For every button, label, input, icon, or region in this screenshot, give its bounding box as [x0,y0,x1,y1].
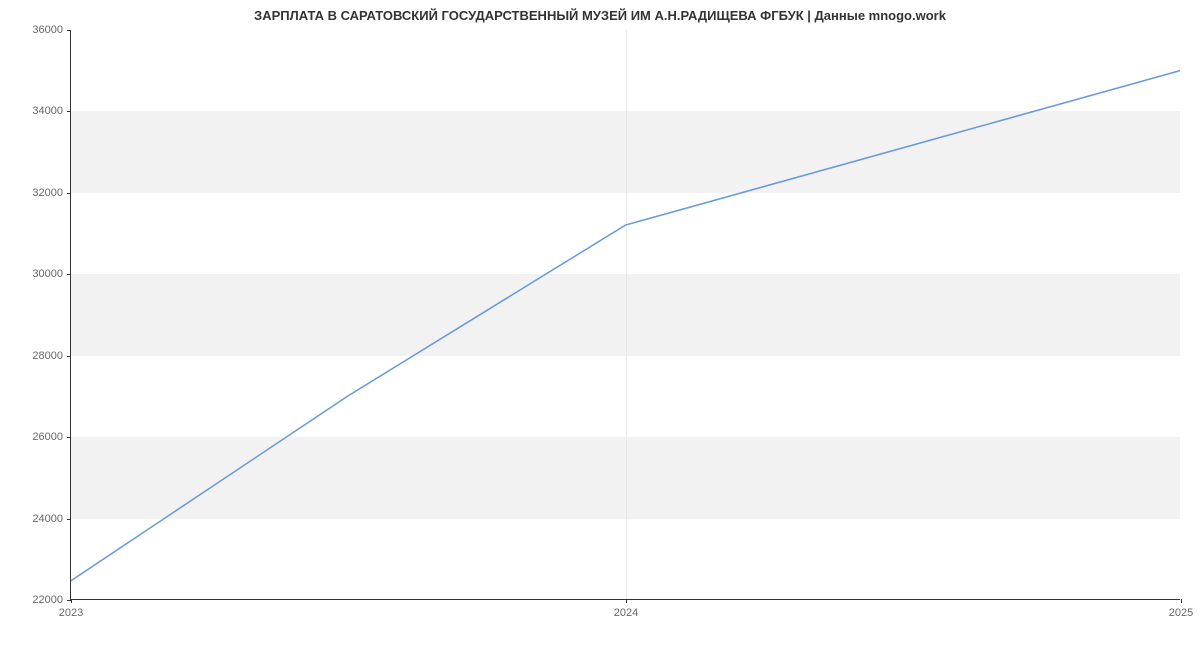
y-tick-label: 24000 [32,513,63,525]
y-tick-label: 34000 [32,105,63,117]
chart-title: ЗАРПЛАТА В САРАТОВСКИЙ ГОСУДАРСТВЕННЫЙ М… [0,8,1200,23]
plot-area: 2200024000260002800030000320003400036000… [70,30,1180,600]
chart-line-salary [71,71,1180,581]
y-tick-label: 28000 [32,350,63,362]
y-tick-mark [67,519,71,520]
y-tick-mark [67,30,71,31]
x-tick-mark [1181,599,1182,603]
y-tick-label: 32000 [32,187,63,199]
x-tick-mark [71,599,72,603]
x-tick-mark [626,599,627,603]
y-tick-mark [67,274,71,275]
y-tick-mark [67,437,71,438]
x-tick-label: 2024 [614,607,638,619]
y-tick-label: 26000 [32,431,63,443]
y-tick-label: 36000 [32,24,63,36]
line-chart: ЗАРПЛАТА В САРАТОВСКИЙ ГОСУДАРСТВЕННЫЙ М… [0,0,1200,650]
y-tick-mark [67,193,71,194]
y-tick-mark [67,356,71,357]
x-tick-label: 2025 [1169,607,1193,619]
x-tick-label: 2023 [59,607,83,619]
y-tick-mark [67,111,71,112]
y-tick-label: 30000 [32,268,63,280]
chart-line-layer [71,30,1180,599]
y-tick-label: 22000 [32,594,63,606]
